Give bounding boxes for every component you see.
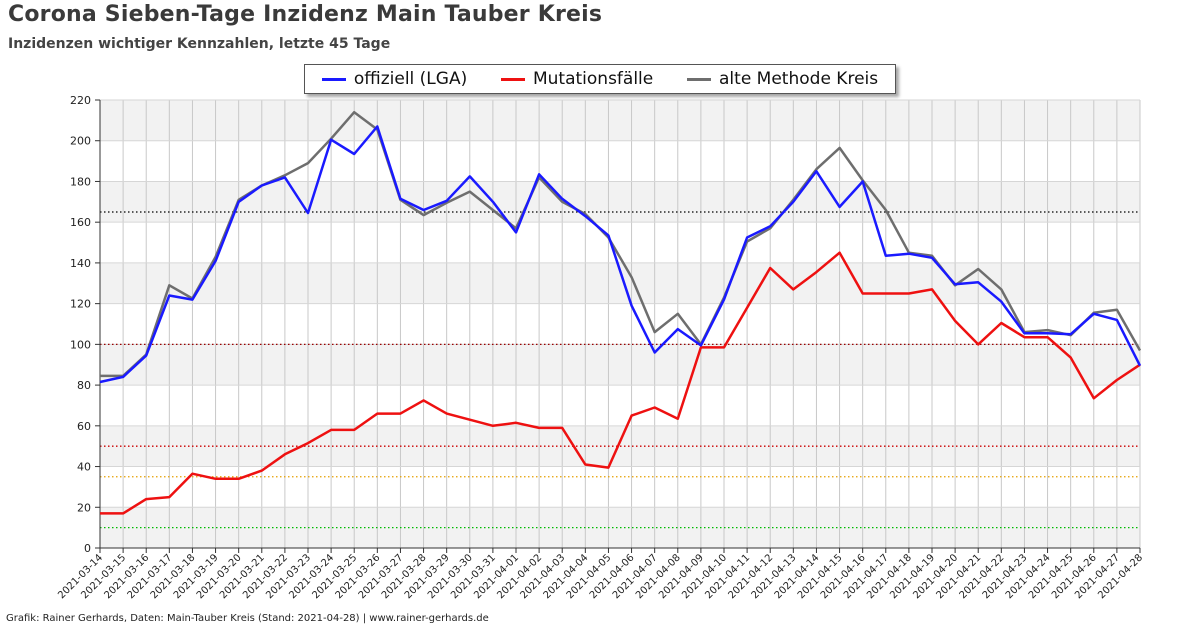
series-line-offiziell [99,125,1142,384]
legend-item-alte-methode: alte Methode Kreis [687,69,878,89]
y-tick-label: 180 [70,175,91,188]
grid-band [100,344,1140,386]
plot-area [100,100,1140,548]
legend-item-offiziell: offiziell (LGA) [321,69,468,89]
grid-band [100,100,1140,141]
y-tick-label: 40 [77,461,91,474]
chart-title: Corona Sieben-Tage Inzidenz Main Tauber … [8,2,603,27]
chart-subtitle: Inzidenzen wichtiger Kennzahlen, letzte … [8,36,391,52]
y-tick-label: 80 [77,379,91,392]
footer-credit: Grafik: Rainer Gerhards, Daten: Main-Tau… [6,613,489,624]
legend-label-offiziell: offiziell (LGA) [353,69,468,89]
y-tick-label: 200 [70,135,91,148]
legend-swatch-alte-methode [687,77,712,81]
legend-label-mutationsfaelle: Mutationsfälle [532,69,654,89]
series-line-mutationsfaelle [100,251,1141,515]
y-tick-label: 0 [84,542,91,555]
legend-swatch-offiziell [321,77,346,81]
legend-swatch-mutationsfaelle [500,77,525,81]
y-tick-label: 140 [70,257,91,270]
y-tick-label: 220 [70,94,91,107]
y-tick-label: 120 [70,298,91,311]
y-tick-label: 60 [77,420,91,433]
y-tick-label: 100 [70,338,91,351]
legend-item-mutationsfaelle: Mutationsfälle [500,69,654,89]
y-tick-label: 20 [77,501,91,514]
chart-legend: offiziell (LGA) Mutationsfälle alte Meth… [304,64,896,94]
legend-label-alte-methode: alte Methode Kreis [719,69,879,89]
grid-band [100,181,1140,223]
y-tick-label: 160 [70,216,91,229]
